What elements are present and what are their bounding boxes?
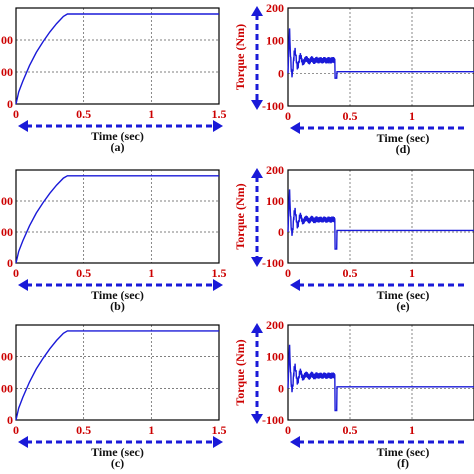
x-tick-label: 0.5 bbox=[343, 109, 358, 123]
y-tick-label: 0 bbox=[7, 97, 13, 111]
x-tick-label: 1.5 bbox=[212, 423, 227, 437]
x-axis-label: Time (sec) bbox=[377, 288, 430, 302]
x-tick-label: 1 bbox=[148, 423, 154, 437]
y-tick-label: 0 bbox=[7, 413, 13, 427]
y-arrow-head-down bbox=[251, 100, 263, 110]
x-tick-label: 1.5 bbox=[212, 266, 227, 280]
x-tick-label: 0.5 bbox=[343, 266, 358, 280]
panel-label: (f) bbox=[397, 456, 409, 470]
x-arrow-head-left bbox=[18, 120, 28, 132]
y-tick-label: 200 bbox=[266, 318, 284, 332]
y-tick-label: 100 bbox=[266, 34, 284, 48]
x-tick-label: 0 bbox=[285, 266, 291, 280]
y-arrow-head-up bbox=[251, 6, 263, 16]
series-line bbox=[287, 344, 474, 412]
x-arrow-head-left bbox=[18, 436, 28, 448]
x-tick-label: 0 bbox=[285, 423, 291, 437]
y-tick-label: 00 bbox=[1, 350, 13, 364]
y-arrow-head-down bbox=[251, 257, 263, 267]
x-arrow-head-right bbox=[213, 436, 223, 448]
panel-label: (e) bbox=[396, 299, 409, 313]
x-arrow-head-left bbox=[290, 436, 300, 448]
y-tick-label: -100 bbox=[262, 256, 284, 270]
x-tick-label: 0.5 bbox=[76, 423, 91, 437]
y-tick-label: 200 bbox=[266, 1, 284, 15]
x-tick-label: 1 bbox=[148, 266, 154, 280]
panel-label: (b) bbox=[110, 299, 125, 313]
y-tick-label: 00 bbox=[1, 381, 13, 395]
x-axis-label: Time (sec) bbox=[91, 129, 144, 143]
y-arrow-head-up bbox=[251, 168, 263, 178]
x-tick-label: 1 bbox=[409, 423, 415, 437]
y-arrow-head-down bbox=[251, 414, 263, 424]
x-arrow-head-left bbox=[18, 279, 28, 291]
series-line bbox=[287, 189, 474, 250]
series-line bbox=[287, 28, 474, 79]
x-tick-label: 0 bbox=[285, 109, 291, 123]
x-arrow-head-left bbox=[290, 122, 300, 134]
x-tick-label: 0 bbox=[13, 266, 19, 280]
x-tick-label: 1 bbox=[409, 266, 415, 280]
x-tick-label: 0.5 bbox=[343, 423, 358, 437]
y-arrow-head-up bbox=[251, 323, 263, 333]
x-arrow-head-right bbox=[213, 279, 223, 291]
y-tick-label: 0 bbox=[7, 256, 13, 270]
series-line bbox=[15, 330, 219, 421]
series-line bbox=[15, 175, 219, 264]
x-axis-label: Time (sec) bbox=[377, 445, 430, 459]
x-tick-label: 0 bbox=[13, 423, 19, 437]
axes-frame bbox=[15, 7, 220, 105]
y-tick-label: 0 bbox=[278, 381, 284, 395]
panel-label: (c) bbox=[111, 456, 124, 470]
y-axis-label: Torque (Nm) bbox=[233, 24, 247, 90]
y-tick-label: 00 bbox=[1, 65, 13, 79]
x-tick-label: 1 bbox=[148, 107, 154, 121]
y-tick-label: 0 bbox=[278, 66, 284, 80]
panel-label: (a) bbox=[111, 140, 125, 154]
x-tick-label: 0 bbox=[13, 107, 19, 121]
panel-label: (d) bbox=[396, 142, 411, 156]
y-tick-label: 100 bbox=[266, 194, 284, 208]
x-axis-label: Time (sec) bbox=[91, 445, 144, 459]
x-tick-label: 1 bbox=[409, 109, 415, 123]
x-arrow-head-right bbox=[213, 120, 223, 132]
x-tick-label: 0.5 bbox=[76, 266, 91, 280]
x-axis-label: Time (sec) bbox=[91, 288, 144, 302]
y-tick-label: 200 bbox=[266, 163, 284, 177]
x-axis-label: Time (sec) bbox=[377, 131, 430, 145]
x-tick-label: 1.5 bbox=[212, 107, 227, 121]
x-arrow-head-left bbox=[290, 279, 300, 291]
y-axis-label: Torque (Nm) bbox=[233, 183, 247, 249]
y-tick-label: -100 bbox=[262, 99, 284, 113]
y-axis-label: Torque (Nm) bbox=[233, 339, 247, 405]
y-tick-label: -100 bbox=[262, 413, 284, 427]
y-tick-label: 0 bbox=[278, 225, 284, 239]
y-tick-label: 00 bbox=[1, 225, 13, 239]
series-line bbox=[15, 13, 219, 105]
x-tick-label: 0.5 bbox=[76, 107, 91, 121]
y-tick-label: 00 bbox=[1, 33, 13, 47]
y-tick-label: 00 bbox=[1, 194, 13, 208]
axes-frame bbox=[15, 324, 220, 421]
axes-frame bbox=[15, 169, 220, 264]
y-tick-label: 100 bbox=[266, 350, 284, 364]
